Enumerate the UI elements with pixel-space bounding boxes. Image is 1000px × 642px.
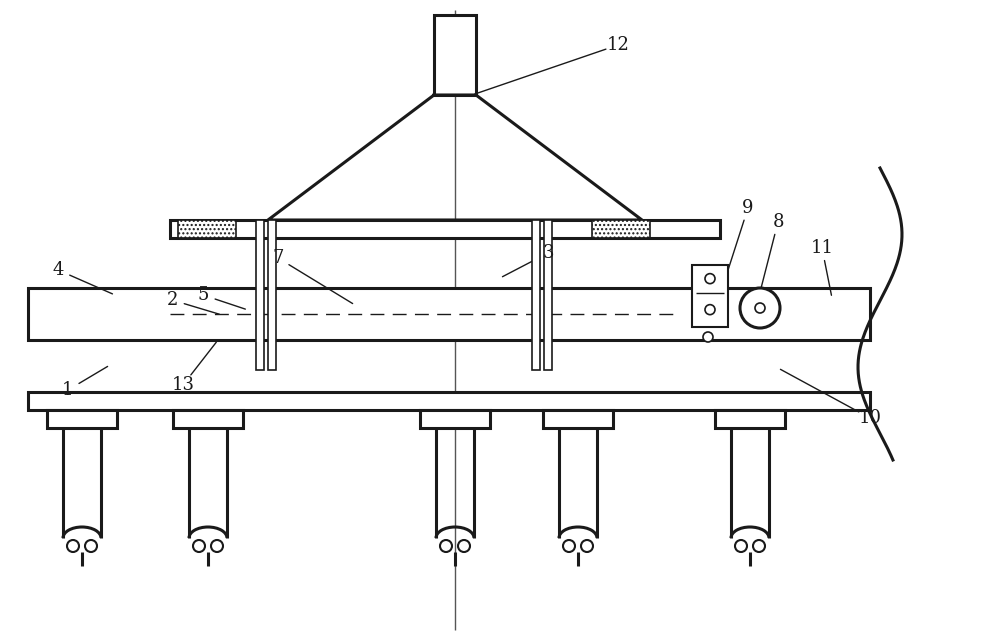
Circle shape [740, 288, 780, 328]
Text: 3: 3 [542, 244, 554, 262]
Circle shape [735, 540, 747, 552]
Circle shape [755, 303, 765, 313]
Bar [268, 220, 276, 370]
Circle shape [581, 540, 593, 552]
Circle shape [85, 540, 97, 552]
Text: 8: 8 [772, 213, 784, 231]
Circle shape [193, 540, 205, 552]
Text: 11: 11 [810, 239, 834, 257]
Text: 2: 2 [166, 291, 178, 309]
Bar [544, 220, 552, 370]
Text: 7: 7 [272, 249, 284, 267]
Circle shape [705, 273, 715, 284]
Bar [592, 220, 650, 238]
Text: 4: 4 [52, 261, 64, 279]
Text: 9: 9 [742, 199, 754, 217]
Text: 5: 5 [197, 286, 209, 304]
Bar [47, 410, 117, 428]
Circle shape [753, 540, 765, 552]
Bar [715, 410, 785, 428]
Bar [543, 410, 613, 428]
Bar [532, 220, 540, 370]
Circle shape [705, 305, 715, 315]
Bar [28, 288, 870, 340]
Circle shape [563, 540, 575, 552]
Bar [256, 220, 264, 370]
Text: 1: 1 [62, 381, 74, 399]
Bar [173, 410, 243, 428]
Text: 10: 10 [858, 409, 882, 427]
Bar [28, 392, 870, 410]
Circle shape [703, 332, 713, 342]
Bar [434, 15, 476, 95]
Circle shape [458, 540, 470, 552]
Circle shape [67, 540, 79, 552]
Bar [170, 220, 720, 238]
Text: 12: 12 [607, 36, 629, 54]
Bar [178, 220, 236, 238]
Text: 13: 13 [172, 376, 194, 394]
Circle shape [440, 540, 452, 552]
Bar [420, 410, 490, 428]
Circle shape [211, 540, 223, 552]
Bar [692, 265, 728, 327]
